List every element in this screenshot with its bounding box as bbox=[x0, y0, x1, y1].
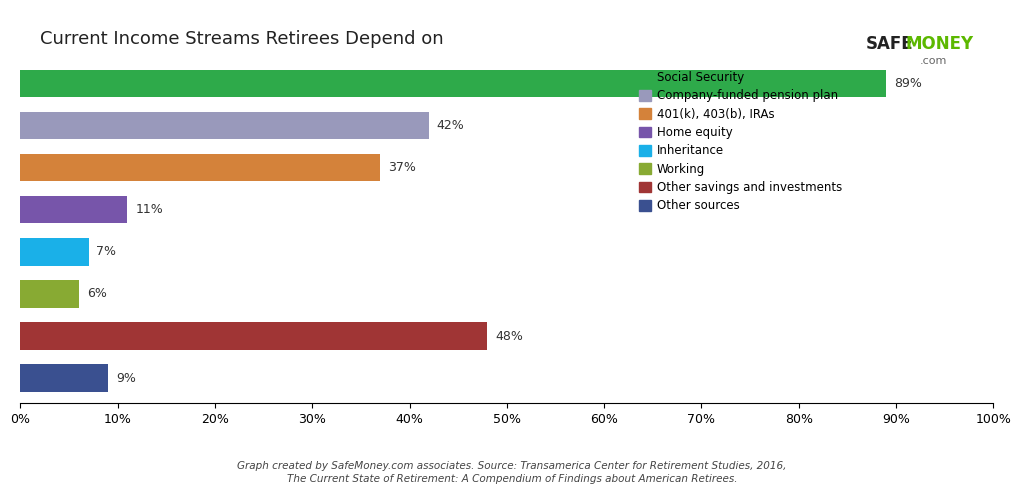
Bar bbox=[20, 364, 109, 392]
Bar bbox=[20, 196, 127, 224]
Text: MONEY: MONEY bbox=[905, 35, 974, 53]
Text: 11%: 11% bbox=[135, 203, 163, 216]
Text: 9%: 9% bbox=[116, 372, 136, 384]
Text: The Current State of Retirement: A Compendium of Findings about American Retiree: The Current State of Retirement: A Compe… bbox=[287, 473, 737, 484]
Bar bbox=[20, 112, 429, 139]
Bar bbox=[20, 322, 487, 350]
Text: Current Income Streams Retirees Depend on: Current Income Streams Retirees Depend o… bbox=[40, 31, 443, 49]
Text: Graph created by SafeMoney.com associates. Source: Transamerica Center for Retir: Graph created by SafeMoney.com associate… bbox=[238, 461, 786, 471]
Bar bbox=[20, 280, 79, 308]
Text: 37%: 37% bbox=[388, 161, 416, 174]
Text: .com: .com bbox=[921, 56, 947, 66]
Text: SAFE: SAFE bbox=[865, 35, 913, 53]
Text: 6%: 6% bbox=[87, 288, 106, 300]
Bar bbox=[20, 154, 381, 181]
Text: 42%: 42% bbox=[437, 119, 465, 132]
Text: 89%: 89% bbox=[894, 77, 922, 90]
Legend: Social Security, Company-funded pension plan, 401(k), 403(b), IRAs, Home equity,: Social Security, Company-funded pension … bbox=[639, 71, 842, 212]
Text: 48%: 48% bbox=[496, 330, 523, 343]
Bar bbox=[20, 238, 89, 265]
Text: 7%: 7% bbox=[96, 245, 117, 259]
Bar bbox=[20, 70, 887, 97]
